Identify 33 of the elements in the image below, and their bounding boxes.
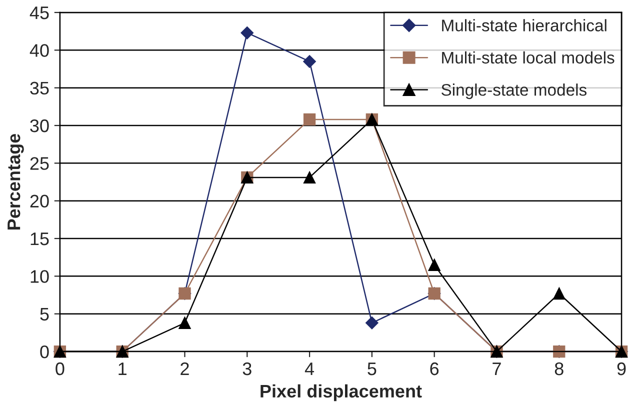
point — [428, 258, 440, 271]
legend-label: Multi-state local models — [442, 51, 614, 64]
x-tick-label: 1 — [118, 362, 126, 376]
y-tick-label: 25 — [30, 157, 49, 170]
x-tick-label: 9 — [617, 362, 626, 376]
legend-label: Single-state models — [442, 84, 587, 100]
x-tick-label: 6 — [430, 362, 439, 376]
point — [178, 316, 191, 329]
x-tick-label: 4 — [304, 362, 314, 376]
point — [553, 287, 566, 300]
point — [303, 55, 316, 68]
y-tick-label: 0 — [40, 345, 49, 358]
point — [240, 26, 254, 40]
point — [366, 316, 378, 330]
y-tick-label: 15 — [30, 232, 49, 246]
y-tick-label: 35 — [30, 82, 49, 95]
x-tick-label: 7 — [492, 362, 501, 376]
y-tick-label: 5 — [40, 308, 49, 321]
y-axis-title: Percentage — [8, 134, 24, 230]
x-tick-label: 2 — [180, 362, 189, 376]
y-tick-label: 20 — [30, 194, 49, 208]
y-tick-label: 30 — [30, 119, 49, 132]
x-tick-label: 8 — [554, 362, 564, 376]
y-tick-label: 10 — [30, 270, 49, 283]
point — [303, 171, 316, 184]
x-axis-title: Pixel displacement — [260, 384, 422, 402]
x-tick-label: 0 — [56, 362, 64, 376]
y-tick-label: 40 — [30, 44, 49, 57]
point — [303, 113, 316, 126]
legend-label: Multi-state hierarchical — [442, 19, 606, 32]
x-tick-label: 3 — [242, 362, 252, 376]
y-tick-label: 45 — [30, 6, 49, 20]
x-tick-label: 5 — [368, 362, 376, 376]
